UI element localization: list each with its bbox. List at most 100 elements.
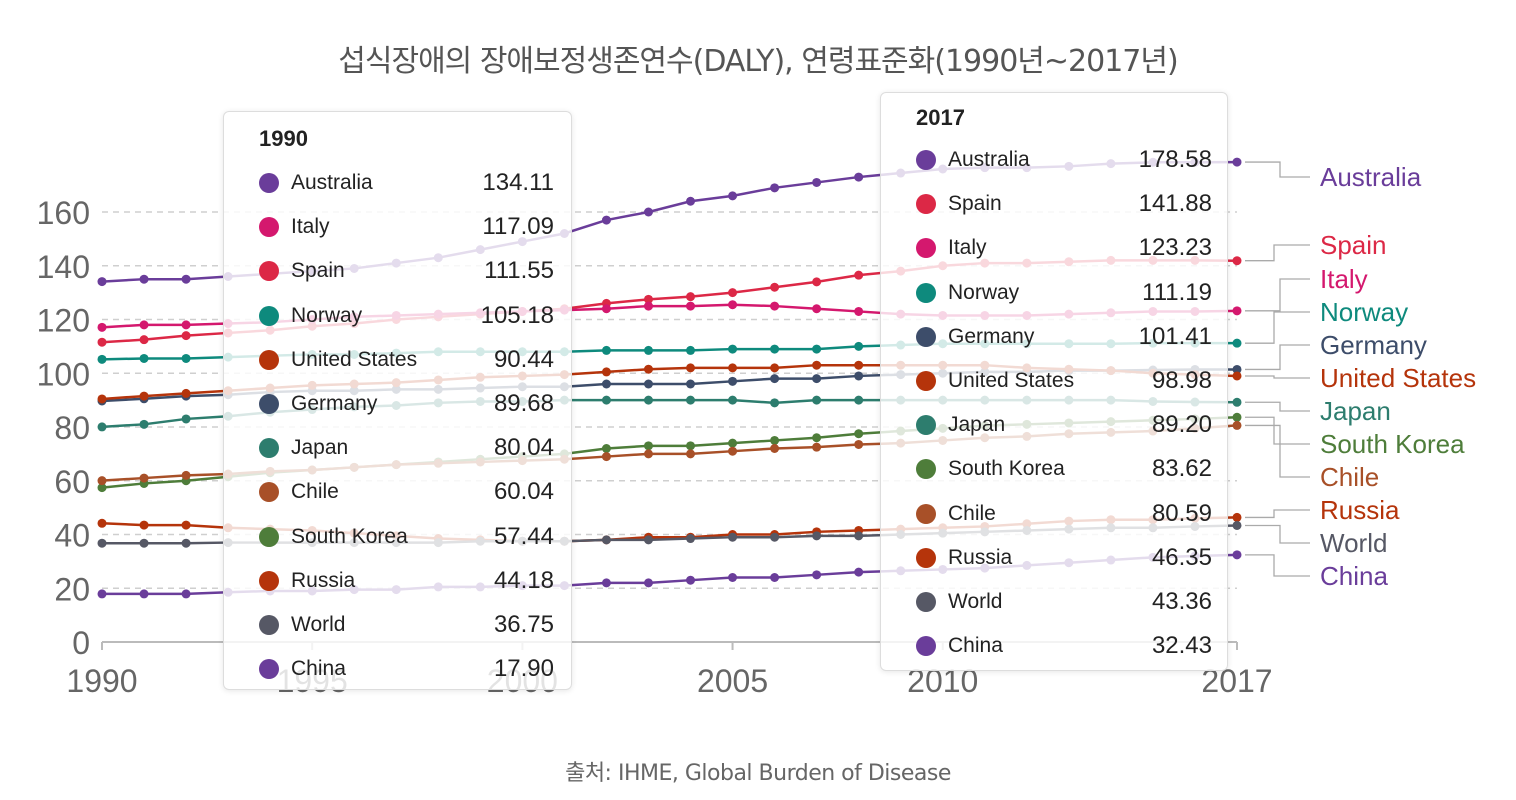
end-label-text: Spain <box>1320 230 1387 260</box>
data-point <box>643 301 653 311</box>
data-point <box>770 435 780 445</box>
legend-dot-icon <box>916 326 936 347</box>
data-point <box>643 207 653 217</box>
data-point <box>139 419 149 429</box>
tooltip-row-name: South Korea <box>291 524 408 548</box>
data-point <box>770 398 780 408</box>
end-label-russia: Russia <box>1245 495 1400 525</box>
data-point <box>812 277 822 287</box>
data-point <box>97 518 107 528</box>
connector-line <box>1245 375 1310 379</box>
data-point <box>728 363 738 373</box>
data-point <box>854 306 864 316</box>
tooltip-row-name: Italy <box>291 215 330 239</box>
data-point <box>812 344 822 354</box>
legend-dot-icon <box>259 394 279 414</box>
data-point <box>1232 420 1242 430</box>
data-point <box>139 473 149 483</box>
tooltip-row-name: China <box>291 657 346 681</box>
data-point <box>728 344 738 354</box>
data-point <box>812 395 822 405</box>
tooltip-row-value: 134.11 <box>482 169 554 196</box>
data-point <box>601 379 611 389</box>
data-point <box>770 374 780 384</box>
legend-dot-icon <box>916 194 936 215</box>
tooltip-row-value: 83.62 <box>1151 455 1212 483</box>
data-point <box>728 191 738 201</box>
data-point <box>601 345 611 355</box>
data-point <box>181 320 191 330</box>
data-point <box>643 345 653 355</box>
tooltip-row-name: United States <box>291 347 418 371</box>
data-point <box>97 277 107 287</box>
data-point <box>181 589 191 599</box>
data-point <box>97 483 107 493</box>
tooltip-row-name: Spain <box>291 259 345 283</box>
legend-dot-icon <box>916 371 936 391</box>
tooltip-2017-year: 2017 <box>916 105 965 130</box>
tooltip-row-name: World <box>948 590 1003 613</box>
tooltip-row-value: 80.04 <box>493 434 554 462</box>
end-label-australia: Australia <box>1245 161 1422 192</box>
data-point <box>181 388 191 398</box>
data-point <box>97 337 107 347</box>
tooltip-row-name: Japan <box>948 413 1006 437</box>
data-point <box>812 374 822 384</box>
data-point <box>601 215 611 225</box>
data-point <box>854 360 864 370</box>
data-point <box>812 570 822 580</box>
data-point <box>686 301 696 311</box>
tooltip-row-value: 178.58 <box>1138 146 1212 173</box>
end-label-text: Chile <box>1320 462 1379 492</box>
legend-dot-icon <box>259 615 279 635</box>
legend-dot-icon <box>259 570 279 591</box>
data-point <box>1232 512 1242 522</box>
data-point <box>854 429 864 439</box>
data-point <box>601 395 611 405</box>
data-point <box>181 470 191 480</box>
tooltip-row-value: 43.36 <box>1151 588 1212 615</box>
legend-dot-icon <box>916 547 936 568</box>
data-point <box>854 567 864 577</box>
data-point <box>686 441 696 451</box>
data-point <box>686 196 696 206</box>
data-point <box>770 183 780 193</box>
data-point <box>181 331 191 341</box>
end-label-norway: Norway <box>1245 297 1408 344</box>
tooltip-row-value: 89.20 <box>1151 411 1212 439</box>
data-point <box>643 364 653 374</box>
y-tick-label: 140 <box>37 249 90 285</box>
data-point <box>770 444 780 453</box>
data-point <box>1232 157 1242 167</box>
data-point <box>1232 412 1242 422</box>
connector-line <box>1245 524 1310 544</box>
data-point <box>97 538 107 548</box>
end-label-japan: Japan <box>1245 396 1391 426</box>
legend-dot-icon <box>916 282 936 303</box>
legend-dot-icon <box>259 261 279 282</box>
connector-line <box>1245 416 1310 445</box>
tooltip-row-name: South Korea <box>948 457 1065 481</box>
data-point <box>854 270 864 280</box>
data-point <box>1232 550 1242 560</box>
tooltip-row-value: 46.35 <box>1151 543 1212 571</box>
data-point <box>601 444 611 453</box>
data-point <box>728 438 738 448</box>
data-point <box>728 532 738 542</box>
tooltip-row-name: Italy <box>948 236 987 260</box>
data-point <box>728 376 738 386</box>
data-point <box>643 395 653 405</box>
data-point <box>770 363 780 373</box>
tooltip-1990: 1990 Australia 134.11 Italy 117.09 Spain 111.… <box>223 111 572 690</box>
data-point <box>601 304 611 314</box>
tooltip-row-name: Russia <box>291 568 356 592</box>
data-point <box>686 449 696 459</box>
data-point <box>643 379 653 389</box>
legend-dot-icon <box>916 238 936 259</box>
data-point <box>686 534 696 544</box>
data-point <box>770 344 780 354</box>
connector-line <box>1245 311 1310 344</box>
data-point <box>643 294 653 304</box>
data-point <box>181 274 191 284</box>
tooltip-row-value: 57.44 <box>493 522 554 550</box>
